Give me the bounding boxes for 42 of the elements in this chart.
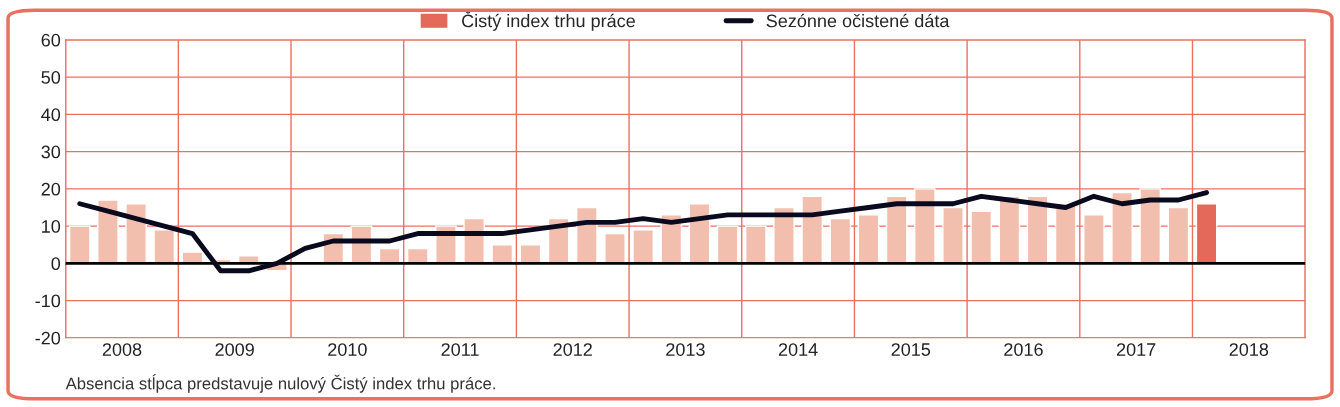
x-tick-label: 2017 — [1116, 343, 1156, 356]
bar — [1083, 214, 1105, 265]
x-tick-label: 2013 — [666, 343, 705, 356]
bar — [829, 217, 852, 265]
x-tick-label: 2015 — [891, 343, 931, 356]
bar — [970, 210, 993, 265]
x-tick-label: 2012 — [553, 343, 592, 356]
line-series — [77, 190, 1209, 274]
legend-label: Čistý index trhu práce — [462, 11, 635, 31]
y-tick-label: 60 — [41, 33, 61, 47]
bar — [632, 229, 654, 265]
bar — [914, 188, 936, 265]
x-tick-label: 2008 — [102, 343, 142, 356]
y-tick-label: 40 — [41, 108, 61, 122]
y-tick-label: 50 — [41, 71, 61, 84]
bar — [491, 244, 514, 265]
legend-label: Sezónne očistené dáta — [766, 13, 950, 28]
bar — [942, 206, 964, 265]
bar — [1111, 191, 1133, 265]
bar — [885, 195, 908, 265]
bar — [604, 232, 626, 265]
x-tick-label: 2018 — [1229, 343, 1269, 356]
x-tick-label: 2009 — [215, 343, 254, 356]
bar — [153, 229, 176, 265]
y-tick-label: 20 — [41, 182, 61, 196]
bar — [716, 225, 739, 265]
bar — [1167, 206, 1190, 265]
x-tick-label: 2010 — [328, 343, 367, 356]
bar — [801, 195, 824, 265]
y-tick-label: -10 — [35, 294, 61, 308]
y-tick-label: 10 — [42, 220, 61, 233]
bar — [857, 214, 880, 265]
bar — [1139, 188, 1162, 265]
text: Absencia stĺpca predstavuje nulový Čistý index trhu práce. — [65, 374, 495, 393]
bar — [68, 225, 91, 265]
x-tick-label: 2014 — [778, 343, 818, 356]
bar — [744, 225, 767, 265]
y-tick-label: 30 — [41, 145, 61, 159]
y-tick-label: -20 — [35, 331, 61, 345]
x-tick-label: 2016 — [1004, 343, 1043, 356]
x-tick-label: 2011 — [441, 343, 479, 356]
y-tick-label: 0 — [51, 257, 61, 271]
